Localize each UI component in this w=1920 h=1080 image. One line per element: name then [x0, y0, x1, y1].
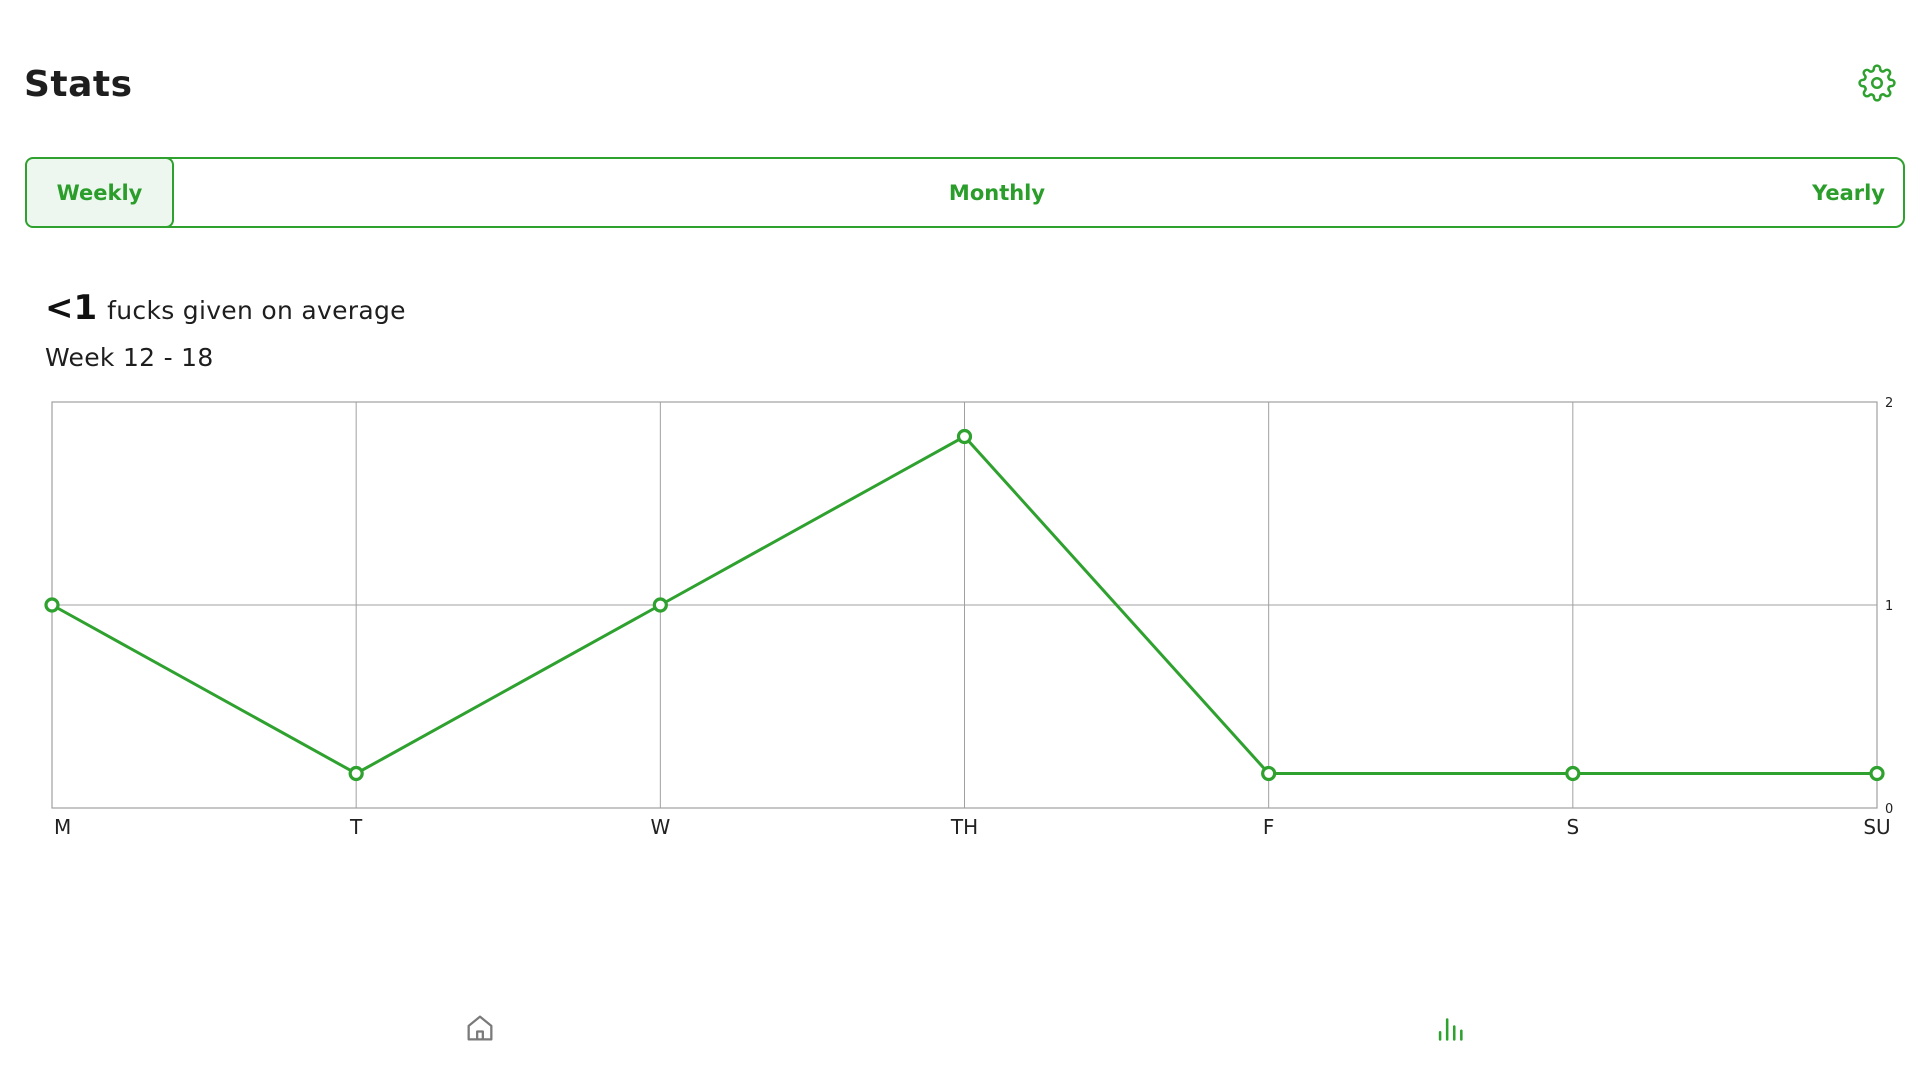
data-point [1869, 765, 1885, 782]
x-tick-label: F [1263, 815, 1275, 839]
y-tick-label: 2 [1885, 396, 1893, 411]
date-range-label: Week 12 - 18 [45, 343, 214, 372]
page-title: Stats [24, 64, 133, 105]
tab-weekly[interactable]: Weekly [25, 157, 174, 228]
home-icon [467, 1015, 493, 1041]
y-tick-label: 1 [1885, 599, 1893, 614]
x-tick-label: SU [1863, 815, 1890, 839]
line-chart: 0 1 2 M T W TH F S SU [44, 396, 1893, 839]
data-point [44, 597, 60, 613]
settings-button[interactable] [1858, 64, 1896, 102]
y-tick-label: 0 [1885, 802, 1893, 817]
nav-stats-button[interactable] [1420, 1000, 1480, 1056]
x-tick-label: TH [950, 815, 978, 839]
x-tick-label: M [54, 815, 71, 839]
data-point [348, 765, 364, 782]
x-tick-label: W [650, 815, 670, 839]
x-tick-label: S [1566, 815, 1579, 839]
data-point [1261, 765, 1277, 782]
tab-yearly[interactable]: Yearly [1812, 180, 1885, 205]
gear-icon [1858, 64, 1896, 102]
tab-monthly[interactable]: Monthly [948, 180, 1046, 205]
header: Stats [24, 58, 1896, 112]
period-segmented-control: Weekly Monthly Yearly [25, 157, 1905, 228]
x-tick-label: T [349, 815, 363, 839]
data-point [956, 428, 973, 445]
data-point [1565, 765, 1581, 782]
bar-chart-icon [1438, 1018, 1463, 1041]
average-label: fucks given on average [107, 296, 406, 325]
average-summary: <1 fucks given on average [45, 288, 406, 328]
bottom-nav [0, 1000, 1920, 1060]
nav-home-button[interactable] [450, 1000, 510, 1056]
data-point [652, 597, 668, 613]
average-value: <1 [45, 288, 98, 328]
